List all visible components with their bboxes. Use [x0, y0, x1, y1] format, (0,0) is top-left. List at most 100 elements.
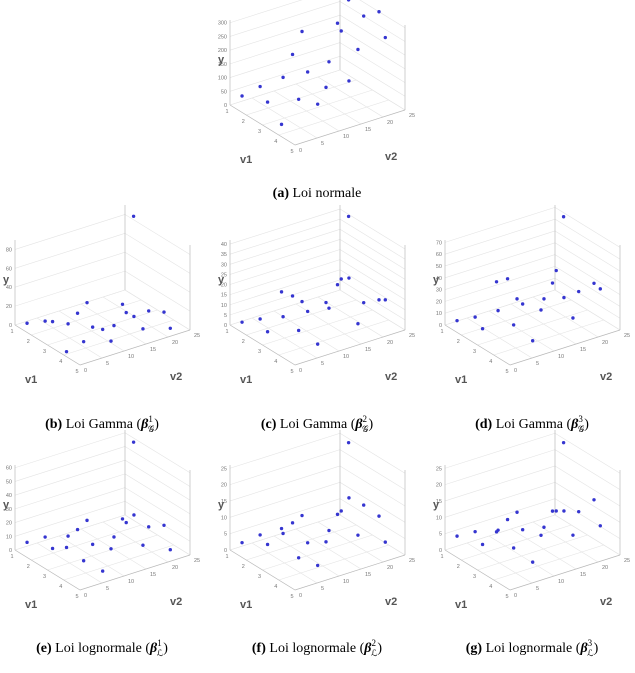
grid-line: [229, 69, 341, 106]
point: [279, 122, 284, 127]
grid-line: [339, 69, 406, 111]
grid-line: [444, 498, 556, 534]
y-tick-label: 70: [436, 240, 442, 246]
point: [362, 503, 366, 507]
point: [346, 0, 351, 2]
grid-line: [339, 279, 406, 321]
grid-line: [262, 534, 373, 571]
caption-symbol: β: [363, 641, 372, 656]
grid-line: [444, 432, 556, 469]
point: [109, 547, 113, 551]
caption-sup: 1: [157, 638, 162, 648]
point: [132, 314, 136, 319]
grid-line: [488, 535, 555, 577]
point: [520, 302, 525, 306]
axis-line: [294, 109, 406, 146]
caption: (b) Loi Gamma (β1 𝒢): [45, 414, 159, 434]
v2-axis-title: v2: [600, 596, 612, 608]
grid-line: [339, 249, 406, 290]
grid-line: [229, 14, 341, 51]
y-tick-label: 5: [224, 532, 227, 538]
v1-tick-label: 5: [505, 594, 508, 600]
point: [494, 530, 499, 534]
grid-line: [229, 1, 341, 37]
point: [258, 533, 262, 537]
caption-paren: (: [136, 417, 141, 432]
point: [296, 97, 301, 101]
v1-tick-label: 2: [242, 119, 245, 125]
v2-axis-title: v2: [170, 596, 182, 608]
point: [85, 300, 89, 305]
caption-sub: 𝒢: [148, 424, 155, 434]
grid-line: [444, 266, 556, 302]
point: [147, 309, 151, 313]
grid-line: [339, 1, 406, 42]
grid-line: [317, 521, 384, 563]
axis-line: [294, 329, 406, 366]
grid-line: [317, 76, 384, 118]
y-axis-title: y: [218, 54, 225, 66]
point: [296, 328, 301, 333]
point: [327, 528, 331, 533]
point: [324, 300, 328, 305]
v2-tick-label: 20: [387, 565, 393, 571]
point: [520, 528, 525, 532]
grid-line: [63, 544, 174, 581]
y-tick-label: 30: [6, 507, 12, 513]
point: [300, 513, 304, 518]
v2-tick-label: 25: [194, 333, 200, 339]
y-tick-label: 10: [436, 311, 442, 317]
grid-line: [339, 239, 406, 280]
grid-line: [339, 56, 406, 97]
grid-line: [14, 270, 126, 307]
grid-line: [444, 482, 556, 518]
v2-tick-label: 15: [365, 347, 371, 353]
y-tick-label: 25: [436, 466, 442, 472]
v2-tick-label: 20: [602, 565, 608, 571]
v2-tick-label: 25: [194, 558, 200, 564]
point: [571, 533, 575, 537]
y-tick-label: 20: [436, 483, 442, 489]
point: [554, 509, 558, 513]
point: [327, 60, 331, 64]
point: [335, 21, 340, 25]
v1-tick-label: 1: [440, 329, 443, 335]
caption-label: (c): [261, 417, 277, 432]
v1-tick-label: 1: [225, 554, 228, 560]
point: [50, 319, 55, 324]
grid-line: [444, 207, 556, 243]
point: [168, 548, 172, 552]
grid-line: [444, 277, 556, 314]
point: [64, 349, 69, 354]
y-axis-title: y: [433, 499, 440, 511]
y-tick-label: 0: [439, 323, 442, 329]
grid-line: [14, 487, 126, 523]
y-tick-label: 100: [218, 76, 227, 82]
v2-tick-label: 15: [580, 347, 586, 353]
grid-line: [278, 319, 389, 356]
grid-line: [102, 521, 169, 563]
caption: (g) Loi lognormale (β3 ℒ): [466, 638, 599, 658]
point: [25, 540, 29, 545]
point: [305, 70, 310, 74]
axis-line: [509, 554, 621, 591]
caption-paren: ): [368, 417, 373, 432]
point: [324, 540, 328, 544]
v1-tick-label: 3: [258, 349, 261, 355]
v2-tick-label: 10: [128, 354, 134, 360]
point: [339, 29, 343, 33]
v2-tick-label: 0: [299, 368, 302, 374]
grid-line: [444, 218, 556, 255]
point: [339, 509, 343, 513]
grid-line: [461, 524, 572, 561]
grid-line: [554, 230, 621, 272]
grid-line: [532, 296, 599, 338]
grid-line: [229, 0, 303, 24]
caption-symbol: β: [354, 417, 363, 432]
caption-label: (a): [273, 186, 290, 201]
grid-line: [339, 498, 406, 539]
y-tick-label: 80: [6, 247, 12, 253]
grid-line: [14, 432, 126, 469]
y-axis-title: y: [3, 499, 10, 511]
